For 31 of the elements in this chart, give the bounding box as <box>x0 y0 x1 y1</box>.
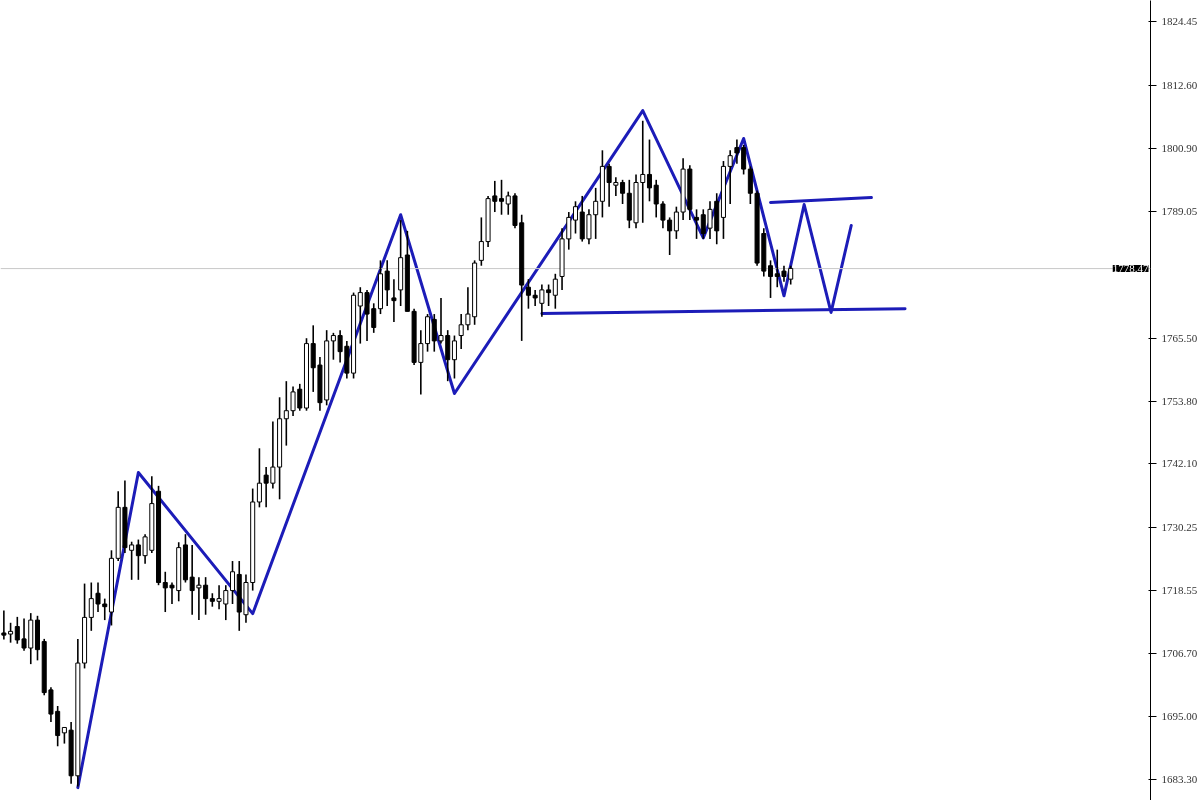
ref-line-label: 1778.47 <box>1112 262 1149 275</box>
y-tick-label: 1742.10 <box>1161 457 1198 470</box>
candlestick <box>768 259 774 299</box>
candlestick <box>694 208 700 240</box>
candlestick <box>660 200 666 229</box>
y-tick-label: 1789.05 <box>1161 205 1198 218</box>
y-tick-label: 1683.30 <box>1161 773 1198 786</box>
candlestick <box>451 334 457 380</box>
y-tick-label: 1800.90 <box>1161 141 1198 154</box>
y-tick-label: 1753.80 <box>1161 394 1198 407</box>
candlestick <box>384 259 390 307</box>
candlestick <box>572 200 579 235</box>
candlestick <box>102 597 108 621</box>
candlestick <box>391 278 397 323</box>
candlestick <box>593 187 599 240</box>
y-tick-label: 1812.60 <box>1161 78 1198 91</box>
y-tick-label: 1695.00 <box>1161 710 1198 723</box>
y-tick-label: 1730.25 <box>1161 520 1198 533</box>
candlestick <box>230 560 236 605</box>
candlestick <box>566 211 572 251</box>
candlestick <box>256 447 262 509</box>
y-tick-label: 1706.70 <box>1161 647 1198 660</box>
y-tick-label: 1824.45 <box>1161 15 1198 28</box>
candlestick <box>727 149 733 205</box>
candlestick <box>667 216 673 256</box>
candlestick <box>653 179 659 219</box>
y-tick-label: 1718.55 <box>1161 583 1198 596</box>
candlestick <box>552 272 558 310</box>
candlestick <box>499 179 505 216</box>
candlestick <box>646 138 652 203</box>
y-tick-label: 1765.50 <box>1161 331 1198 344</box>
